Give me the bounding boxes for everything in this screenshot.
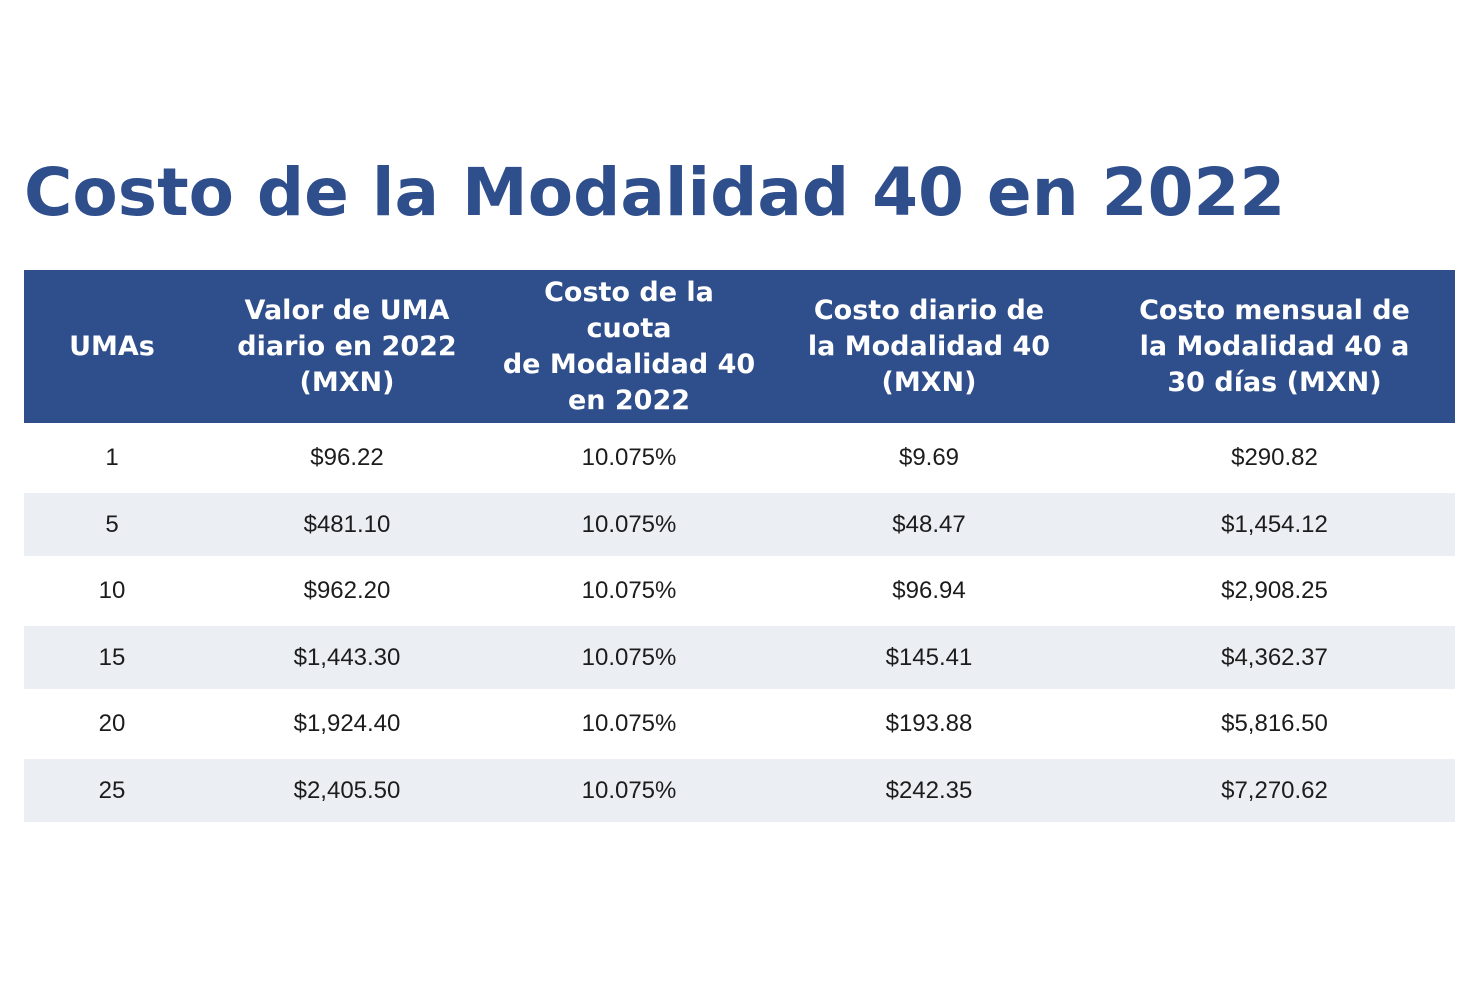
header-line: (MXN) xyxy=(299,366,395,398)
header-umas: UMAs xyxy=(24,270,200,423)
cell-costo-mensual: $4,362.37 xyxy=(1094,626,1455,689)
cell-cuota: 10.075% xyxy=(581,710,677,737)
cost-table-container: UMAs Valor de UMA diario en 2022 (MXN) C… xyxy=(24,270,1455,822)
cell-costo-mensual: $7,270.62 xyxy=(1094,759,1455,822)
header-line: Valor de UMA xyxy=(244,294,450,326)
cell-umas: 15 xyxy=(24,626,200,689)
cell-umas: 1 xyxy=(105,444,119,471)
cell-valor-uma: $962.20 xyxy=(303,577,391,604)
cell-valor-uma: $481.10 xyxy=(200,493,494,556)
header-line: 30 días (MXN) xyxy=(1167,366,1382,398)
table-row: 5 $481.10 10.075% $48.47 $1,454.12 xyxy=(24,493,1455,556)
cell-costo-mensual: $5,816.50 xyxy=(1221,710,1328,737)
table-body: 1 $96.22 10.075% $9.69 $290.82 5 $481.10… xyxy=(24,423,1455,822)
cell-umas: 10 xyxy=(98,577,126,604)
cell-cuota: 10.075% xyxy=(494,493,764,556)
header-line: (MXN) xyxy=(881,366,977,398)
header-costo-mensual: Costo mensual de la Modalidad 40 a 30 dí… xyxy=(1094,270,1455,423)
cell-cuota: 10.075% xyxy=(581,444,677,471)
header-costo-diario: Costo diario de la Modalidad 40 (MXN) xyxy=(764,270,1094,423)
header-row: UMAs Valor de UMA diario en 2022 (MXN) C… xyxy=(24,270,1455,423)
header-line: la Modalidad 40 a xyxy=(1139,330,1410,362)
table-header: UMAs Valor de UMA diario en 2022 (MXN) C… xyxy=(24,270,1455,423)
header-line: la Modalidad 40 xyxy=(807,330,1051,362)
header-costo-cuota: Costo de la cuota de Modalidad 40 en 202… xyxy=(494,270,764,423)
cell-cuota: 10.075% xyxy=(581,577,677,604)
cell-costo-diario: $48.47 xyxy=(764,493,1094,556)
page-title: Costo de la Modalidad 40 en 2022 xyxy=(24,154,1286,231)
cell-valor-uma: $1,924.40 xyxy=(293,710,401,737)
cell-valor-uma: $2,405.50 xyxy=(200,759,494,822)
header-line: en 2022 xyxy=(567,384,691,416)
header-line: de Modalidad 40 xyxy=(502,348,756,380)
table-row: 25 $2,405.50 10.075% $242.35 $7,270.62 xyxy=(24,759,1455,822)
table-row: 20 $1,924.40 10.075% $193.88 $5,816.50 xyxy=(24,689,1455,759)
cell-cuota: 10.075% xyxy=(494,759,764,822)
table-row: 1 $96.22 10.075% $9.69 $290.82 xyxy=(24,423,1455,493)
cell-cuota: 10.075% xyxy=(494,626,764,689)
cell-umas: 20 xyxy=(98,710,126,737)
cell-costo-diario: $193.88 xyxy=(885,710,973,737)
cell-costo-diario: $242.35 xyxy=(764,759,1094,822)
cell-costo-diario: $9.69 xyxy=(898,444,960,471)
cell-umas: 5 xyxy=(24,493,200,556)
header-valor-uma: Valor de UMA diario en 2022 (MXN) xyxy=(200,270,494,423)
table-row: 15 $1,443.30 10.075% $145.41 $4,362.37 xyxy=(24,626,1455,689)
cell-umas: 25 xyxy=(24,759,200,822)
header-line: Costo mensual de xyxy=(1139,294,1410,326)
header-line: UMAs xyxy=(69,330,155,362)
cell-costo-diario: $145.41 xyxy=(764,626,1094,689)
cell-valor-uma: $96.22 xyxy=(310,444,384,471)
table-row: 10 $962.20 10.075% $96.94 $2,908.25 xyxy=(24,556,1455,626)
header-line: Costo diario de xyxy=(813,294,1045,326)
cell-valor-uma: $1,443.30 xyxy=(200,626,494,689)
cell-costo-mensual: $1,454.12 xyxy=(1094,493,1455,556)
header-line: Costo de la cuota xyxy=(544,276,714,344)
cost-table: UMAs Valor de UMA diario en 2022 (MXN) C… xyxy=(24,270,1455,822)
cell-costo-mensual: $2,908.25 xyxy=(1221,577,1328,604)
cell-costo-diario: $96.94 xyxy=(892,577,966,604)
header-line: diario en 2022 xyxy=(237,330,457,362)
cell-costo-mensual: $290.82 xyxy=(1231,444,1318,471)
